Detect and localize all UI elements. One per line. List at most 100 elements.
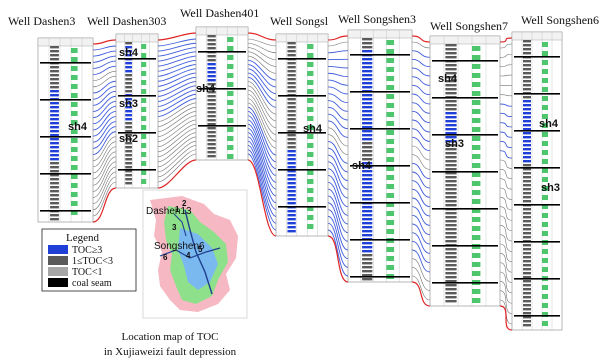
toc-bed: [207, 111, 216, 114]
lithology-bed: [71, 174, 78, 179]
lithology-bed: [141, 44, 147, 49]
lithology-bed: [386, 256, 395, 261]
toc-bed: [362, 190, 373, 193]
toc-bed: [445, 80, 457, 83]
correlation-line: [327, 154, 349, 182]
toc-bed: [207, 55, 216, 58]
toc-bed: [523, 176, 531, 179]
toc-bed: [207, 95, 216, 98]
toc-bed: [362, 114, 373, 117]
toc-bed: [287, 50, 296, 53]
lithology-bed: [472, 163, 481, 168]
lithology-bed: [386, 49, 395, 54]
well-column-frame: [37, 37, 94, 223]
map-number-1: 1: [175, 205, 180, 214]
lithology-bed: [386, 67, 395, 72]
toc-bed: [523, 248, 531, 251]
legend-label-coal-seam: coal seam: [72, 278, 112, 289]
correlation-line: [157, 106, 197, 127]
toc-bed: [362, 198, 373, 201]
toc-bed: [523, 140, 531, 143]
toc-bed: [523, 256, 531, 259]
well-column-dashen401: [195, 26, 249, 161]
correlation-line: [157, 115, 197, 137]
toc-bed: [362, 50, 373, 53]
toc-bed: [287, 42, 296, 45]
toc-bed: [523, 308, 531, 311]
correlation-line: [327, 120, 349, 138]
correlation-line: [92, 100, 117, 119]
lithology-bed: [71, 156, 78, 161]
correlation-line: [411, 76, 431, 86]
correlation-line: [157, 145, 197, 173]
lithology-bed: [141, 107, 147, 112]
toc-bed: [523, 324, 531, 327]
toc-bed: [523, 184, 531, 187]
toc-bed: [445, 196, 457, 199]
coal-seam: [514, 315, 560, 317]
toc-bed: [362, 46, 373, 49]
lithology-bed: [542, 186, 548, 191]
toc-bed: [207, 79, 216, 82]
correlation-line: [247, 47, 277, 60]
correlation-line: [411, 145, 431, 161]
top-boundary-line: [327, 35, 349, 41]
toc-bed: [207, 115, 216, 118]
toc-bed: [523, 128, 531, 131]
lithology-bed: [472, 172, 481, 177]
correlation-line: [157, 128, 197, 153]
segment-label-songshen3-sh4: sh4: [352, 160, 372, 172]
toc-bed: [523, 76, 531, 79]
top-boundary-line: [247, 32, 277, 41]
toc-bed: [287, 46, 296, 49]
correlation-line: [247, 127, 277, 190]
well-column-header: [275, 33, 329, 43]
toc-bed: [50, 202, 59, 205]
correlation-line: [247, 123, 277, 183]
toc-bed: [50, 154, 59, 157]
correlation-line: [92, 45, 117, 51]
toc-bed: [125, 162, 132, 165]
correlation-line: [499, 169, 513, 180]
segment-label-dashen3-sh4: sh4: [68, 121, 88, 133]
coal-seam: [350, 91, 410, 93]
correlation-line: [499, 159, 513, 169]
lithology-bed: [472, 271, 481, 276]
coal-seam: [514, 93, 560, 95]
segment-label-songshen6-sh4: sh4: [539, 118, 559, 130]
toc-bed: [125, 134, 132, 137]
toc-bed: [523, 212, 531, 215]
toc-bed: [523, 120, 531, 123]
toc-bed: [523, 296, 531, 299]
well-title-dashen3: Well Dashen3: [8, 14, 75, 28]
correlation-line: [247, 115, 277, 170]
coal-seam: [514, 278, 560, 280]
correlation-line: [157, 111, 197, 132]
correlation-line: [157, 98, 197, 117]
lithology-bed: [141, 143, 147, 148]
toc-bed: [50, 214, 59, 217]
lithology-bed: [542, 42, 548, 47]
lithology-bed: [71, 210, 78, 215]
toc-bed: [445, 280, 457, 283]
well-column-dashen3: [37, 37, 94, 223]
lithology-bed: [227, 118, 234, 123]
toc-bed: [287, 66, 296, 69]
toc-bed: [445, 88, 457, 91]
correlation-line: [499, 140, 513, 149]
lithology-bed: [307, 215, 314, 220]
toc-bed: [50, 78, 59, 81]
lithology-bed: [472, 190, 481, 195]
coal-seam: [432, 208, 498, 210]
toc-bed: [287, 146, 296, 149]
lithology-bed: [71, 102, 78, 107]
correlation-line: [157, 89, 197, 107]
correlation-line: [499, 271, 513, 294]
correlation-line: [327, 188, 349, 225]
coal-seam: [118, 132, 156, 134]
correlation-line: [411, 249, 431, 273]
lithology-bed: [141, 71, 147, 76]
legend-swatch-high-toc: [48, 245, 68, 254]
well-column-songshen6: [511, 31, 563, 331]
lithology-bed: [472, 226, 481, 231]
